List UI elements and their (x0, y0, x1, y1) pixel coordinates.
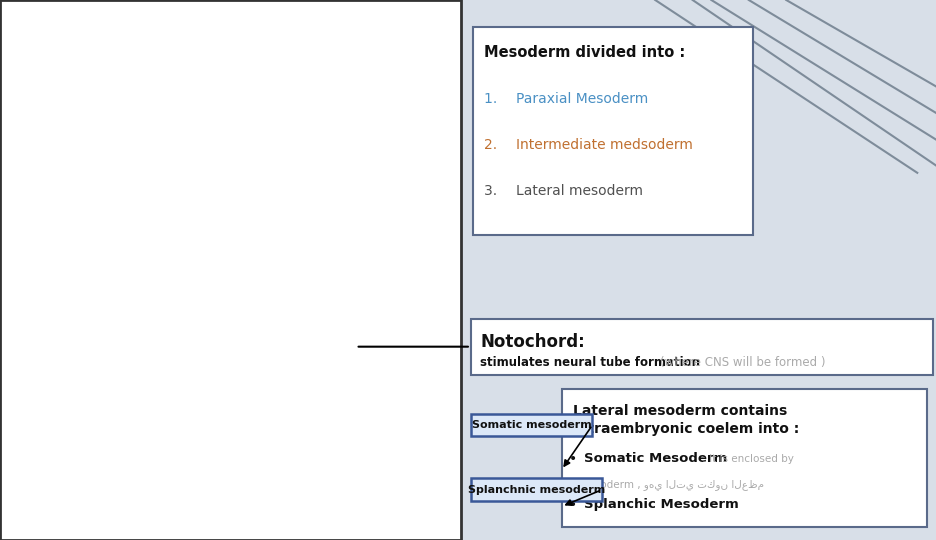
Text: Somatic mesoderm: Somatic mesoderm (472, 420, 592, 430)
Text: ectoderm , وهي التي تكون العظم: ectoderm , وهي التي تكون العظم (584, 480, 764, 490)
FancyBboxPatch shape (471, 478, 602, 501)
FancyBboxPatch shape (471, 319, 933, 375)
Text: Intermediate medsoderm: Intermediate medsoderm (516, 138, 693, 152)
Text: Paraxial Mesoderm: Paraxial Mesoderm (516, 92, 648, 106)
Text: Mesoderm divided into :: Mesoderm divided into : (484, 45, 685, 60)
Text: Lateral mesoderm: Lateral mesoderm (516, 184, 643, 198)
Bar (0, 0, 461, 540)
FancyBboxPatch shape (473, 27, 753, 235)
Text: (where CNS will be formed ): (where CNS will be formed ) (660, 356, 826, 369)
FancyBboxPatch shape (471, 414, 592, 436)
Text: Lateral mesoderm contains
intraembryonic coelem into :: Lateral mesoderm contains intraembryonic… (573, 404, 799, 436)
Text: 3.: 3. (484, 184, 510, 198)
Text: •: • (569, 498, 578, 512)
Text: Somatic Mesoderm: Somatic Mesoderm (584, 453, 727, 465)
Text: stimulates neural tube formation: stimulates neural tube formation (480, 356, 704, 369)
FancyBboxPatch shape (562, 389, 927, 526)
Text: Splanchnic mesoderm: Splanchnic mesoderm (468, 485, 605, 495)
Text: 2.: 2. (484, 138, 510, 152)
Text: Splanchic Mesoderm: Splanchic Mesoderm (584, 498, 739, 511)
Text: 1.: 1. (484, 92, 510, 106)
Text: Notochord:: Notochord: (480, 333, 585, 351)
Text: : it is enclosed by: : it is enclosed by (699, 454, 794, 464)
Text: •: • (569, 452, 578, 466)
